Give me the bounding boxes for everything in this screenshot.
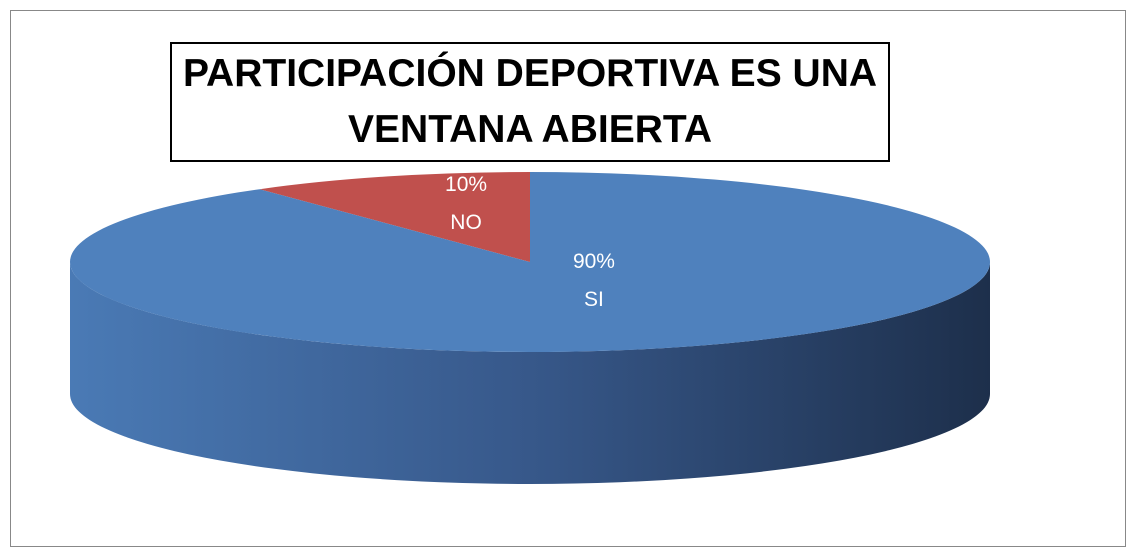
category-label: NO [450, 211, 482, 234]
pie-side [70, 262, 990, 484]
category-label: SI [584, 288, 604, 311]
data-label: 90% [573, 250, 615, 273]
data-label: 10% [445, 173, 487, 196]
chart-title: PARTICIPACIÓN DEPORTIVA ES UNA VENTANA A… [170, 42, 890, 162]
pie-slice [70, 172, 991, 352]
pie-slice [259, 172, 530, 262]
